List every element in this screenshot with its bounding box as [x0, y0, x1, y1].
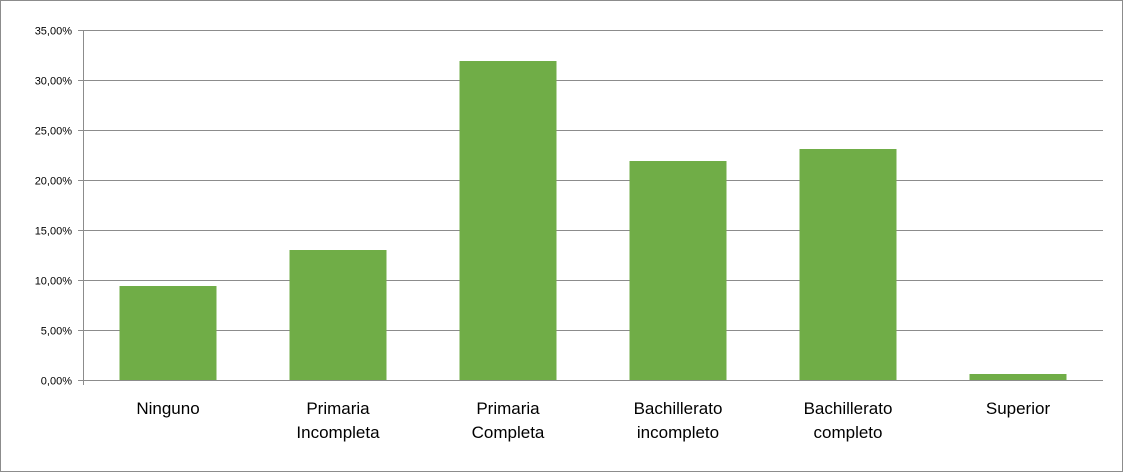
x-tick-label: Primaria Incompleta: [296, 399, 380, 442]
bar: [120, 286, 217, 380]
axes: [78, 30, 1103, 385]
bars: [120, 61, 1067, 380]
x-tick-label-line: Primaria: [306, 399, 370, 418]
y-tick-label: 5,00%: [41, 326, 72, 338]
x-tick-label-line: incompleto: [637, 423, 719, 442]
y-tick-labels: 0,00% 5,00% 10,00% 15,00% 20,00% 25,00% 30,00%…: [35, 26, 73, 388]
x-tick-label: Bachillerato completo: [804, 399, 893, 442]
x-tick-label-line: Primaria: [476, 399, 540, 418]
bar: [970, 374, 1067, 380]
y-tick-label: 35,00%: [35, 26, 73, 38]
x-tick-label: Primaria Completa: [472, 399, 545, 442]
y-tick-label: 30,00%: [35, 76, 73, 88]
y-tick-label: 0,00%: [41, 376, 72, 388]
x-tick-label-line: Bachillerato: [634, 399, 723, 418]
y-tick-label: 25,00%: [35, 126, 73, 138]
x-tick-label-line: Ninguno: [136, 399, 199, 418]
bar: [630, 161, 727, 380]
bar: [800, 149, 897, 380]
x-tick-label-line: Bachillerato: [804, 399, 893, 418]
bar: [290, 250, 387, 380]
x-tick-label: Ninguno: [136, 399, 199, 418]
x-tick-label-line: Superior: [986, 399, 1051, 418]
x-tick-label-line: Incompleta: [296, 423, 380, 442]
x-tick-labels: Ninguno Primaria Incompleta Primaria Complet…: [136, 399, 1050, 442]
bar: [460, 61, 557, 380]
y-tick-label: 15,00%: [35, 226, 73, 238]
gridlines: [83, 31, 1103, 331]
x-tick-label-line: completo: [814, 423, 883, 442]
y-tick-label: 10,00%: [35, 276, 73, 288]
x-tick-label-line: Completa: [472, 423, 545, 442]
y-tick-label: 20,00%: [35, 176, 73, 188]
x-tick-label: Superior: [986, 399, 1051, 418]
x-tick-label: Bachillerato incompleto: [634, 399, 723, 442]
